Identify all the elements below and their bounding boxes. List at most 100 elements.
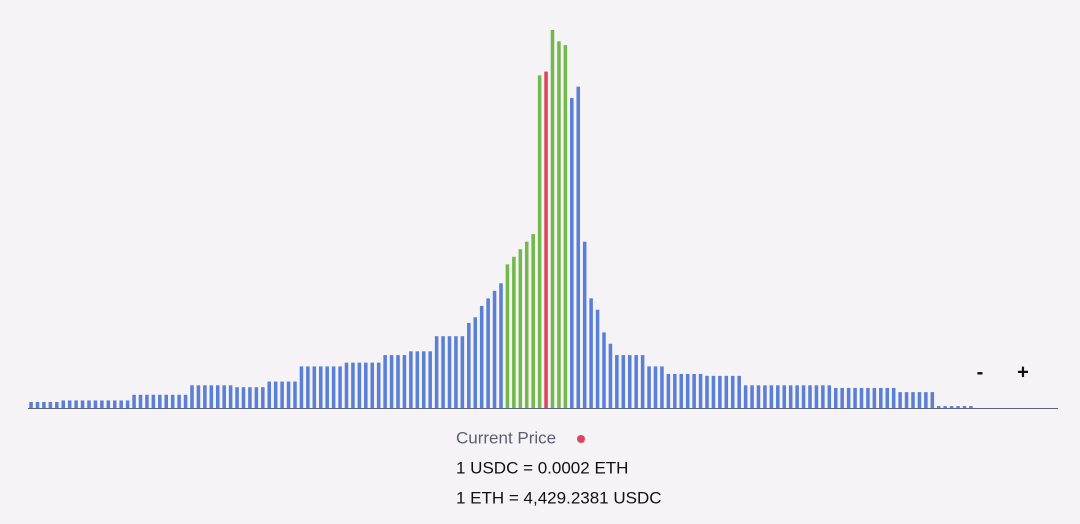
liquidity-bar bbox=[866, 387, 870, 408]
liquidity-bar bbox=[537, 75, 542, 409]
liquidity-bar bbox=[87, 400, 91, 408]
liquidity-bar bbox=[550, 30, 555, 408]
liquidity-bar bbox=[434, 336, 439, 408]
liquidity-bar bbox=[563, 45, 568, 409]
liquidity-bar bbox=[833, 387, 838, 408]
liquidity-bar bbox=[943, 406, 947, 408]
liquidity-bar bbox=[763, 385, 767, 408]
liquidity-bar bbox=[267, 381, 272, 408]
liquidity-bar bbox=[299, 366, 304, 408]
zoom-in-button[interactable]: + bbox=[1017, 361, 1029, 383]
current-price-label: Current Price bbox=[456, 428, 556, 447]
liquidity-bar bbox=[904, 392, 909, 408]
liquidity-bar bbox=[454, 336, 458, 408]
liquidity-bar bbox=[383, 355, 387, 408]
liquidity-bar bbox=[724, 375, 729, 408]
liquidity-bar bbox=[203, 385, 207, 408]
liquidity-bar bbox=[769, 385, 774, 408]
liquidity-bar bbox=[389, 355, 394, 408]
liquidity-bar bbox=[846, 387, 851, 408]
liquidity-bar bbox=[653, 366, 658, 408]
liquidity-bar bbox=[376, 362, 381, 408]
liquidity-bar bbox=[158, 394, 162, 408]
liquidity-bar bbox=[544, 71, 548, 408]
liquidity-bar bbox=[711, 375, 716, 408]
liquidity-bar bbox=[492, 290, 497, 408]
liquidity-bar bbox=[879, 387, 883, 408]
bars bbox=[29, 30, 973, 409]
liquidity-bar bbox=[29, 401, 33, 408]
liquidity-bar bbox=[531, 234, 535, 408]
liquidity-bar bbox=[441, 336, 445, 408]
current-price-dot bbox=[577, 435, 585, 443]
liquidity-bar bbox=[505, 264, 510, 408]
liquidity-bar bbox=[750, 385, 754, 408]
liquidity-bar bbox=[795, 385, 799, 408]
liquidity-bar bbox=[718, 375, 722, 408]
liquidity-bar bbox=[595, 309, 600, 408]
price-eth-usdc: 1 ETH = 4,429.2381 USDC bbox=[456, 488, 662, 507]
liquidity-bar bbox=[859, 387, 864, 408]
liquidity-bar bbox=[222, 385, 226, 408]
liquidity-bar bbox=[460, 336, 465, 408]
liquidity-bar bbox=[170, 394, 175, 408]
liquidity-bar bbox=[55, 401, 59, 408]
liquidity-bar bbox=[164, 394, 169, 408]
liquidity-bar bbox=[370, 362, 375, 408]
zoom-out-button[interactable]: - bbox=[977, 361, 984, 383]
liquidity-bar bbox=[235, 387, 239, 408]
liquidity-bar bbox=[885, 387, 890, 408]
liquidity-bar bbox=[776, 385, 780, 408]
liquidity-bar bbox=[698, 373, 703, 408]
liquidity-bar bbox=[177, 394, 181, 408]
liquidity-bar bbox=[956, 406, 960, 408]
liquidity-bar bbox=[743, 385, 748, 408]
liquidity-bar bbox=[608, 343, 613, 408]
liquidity-bar bbox=[125, 400, 130, 408]
liquidity-bar bbox=[782, 385, 787, 408]
liquidity-bar bbox=[576, 86, 581, 408]
liquidity-bar bbox=[241, 387, 246, 408]
liquidity-bar bbox=[692, 373, 696, 408]
liquidity-bar bbox=[582, 241, 587, 408]
liquidity-bar bbox=[640, 355, 645, 408]
liquidity-bar bbox=[627, 355, 632, 408]
liquidity-bar bbox=[280, 381, 284, 408]
liquidity-bar bbox=[660, 366, 664, 408]
liquidity-bar bbox=[969, 406, 973, 408]
liquidity-bar bbox=[409, 351, 413, 408]
liquidity-bar bbox=[557, 41, 561, 409]
liquidity-bar bbox=[467, 322, 471, 408]
liquidity-bar bbox=[338, 366, 342, 408]
liquidity-bar bbox=[518, 249, 523, 408]
liquidity-bar bbox=[196, 385, 201, 408]
liquidity-bar bbox=[936, 406, 941, 408]
liquidity-bar bbox=[364, 362, 368, 408]
liquidity-bar bbox=[415, 351, 420, 408]
liquidity-bar bbox=[570, 98, 574, 408]
liquidity-bar bbox=[80, 400, 85, 408]
liquidity-bar bbox=[788, 385, 793, 408]
liquidity-bar bbox=[473, 317, 478, 408]
liquidity-bar bbox=[589, 298, 593, 408]
liquidity-bar bbox=[228, 385, 233, 408]
liquidity-bar bbox=[100, 400, 104, 408]
liquidity-bar bbox=[190, 385, 194, 408]
liquidity-bar bbox=[273, 381, 278, 408]
liquidity-bar bbox=[306, 366, 310, 408]
liquidity-bar bbox=[853, 387, 857, 408]
liquidity-bar bbox=[74, 400, 78, 408]
liquidity-bar bbox=[911, 392, 915, 408]
liquidity-bar bbox=[801, 385, 806, 408]
liquidity-bar bbox=[840, 387, 844, 408]
liquidity-bar bbox=[138, 394, 143, 408]
liquidity-bar bbox=[479, 305, 484, 408]
liquidity-bar bbox=[447, 336, 452, 408]
liquidity-bar bbox=[318, 366, 323, 408]
liquidity-bar bbox=[917, 392, 922, 408]
liquidity-bar bbox=[254, 387, 259, 408]
liquidity-bar bbox=[67, 400, 72, 408]
liquidity-bar bbox=[705, 375, 709, 408]
liquidity-bar bbox=[615, 355, 619, 408]
liquidity-bar bbox=[248, 387, 252, 408]
